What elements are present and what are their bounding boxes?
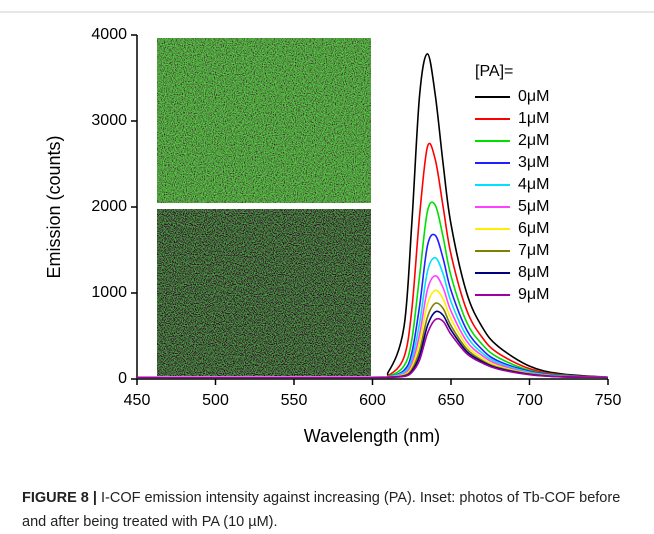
series-line <box>136 317 609 379</box>
x-tick-label: 650 <box>438 392 465 409</box>
legend-label: 1μM <box>518 110 549 127</box>
x-tick-label: 500 <box>202 392 229 409</box>
legend-label: 3μM <box>518 154 549 171</box>
legend-label: 6μM <box>518 220 549 237</box>
y-tick-label: 4000 <box>91 26 127 43</box>
series-line <box>136 53 609 379</box>
legend-label: 7μM <box>518 242 549 259</box>
legend-label: 4μM <box>518 176 549 193</box>
caption-text: I-COF emission intensity against increas… <box>22 490 621 530</box>
legend-title: [PA]= <box>475 63 513 80</box>
y-tick-label: 3000 <box>91 112 127 129</box>
inset-photo <box>157 209 371 376</box>
caption: FIGURE 8 | I-COF emission intensity agai… <box>22 486 642 534</box>
y-tick-label: 0 <box>118 370 127 387</box>
y-tick-label: 1000 <box>91 284 127 301</box>
caption-label: FIGURE 8 | <box>22 490 97 506</box>
x-tick-label: 700 <box>516 392 543 409</box>
legend-label: 8μM <box>518 264 549 281</box>
y-axis-label: Emission (counts) <box>44 135 64 278</box>
chart: Wavelength (nm) Emission (counts) [PA]= … <box>0 11 654 446</box>
legend-label: 5μM <box>518 198 549 215</box>
y-tick-label: 2000 <box>91 198 127 215</box>
legend-label: 9μM <box>518 286 549 303</box>
legend-label: 2μM <box>518 132 549 149</box>
x-tick-label: 750 <box>595 392 622 409</box>
inset-photo <box>157 38 371 203</box>
x-tick-label: 450 <box>124 392 151 409</box>
x-axis-label: Wavelength (nm) <box>304 426 440 446</box>
legend-label: 0μM <box>518 88 549 105</box>
x-tick-label: 600 <box>359 392 386 409</box>
x-tick-label: 550 <box>281 392 308 409</box>
